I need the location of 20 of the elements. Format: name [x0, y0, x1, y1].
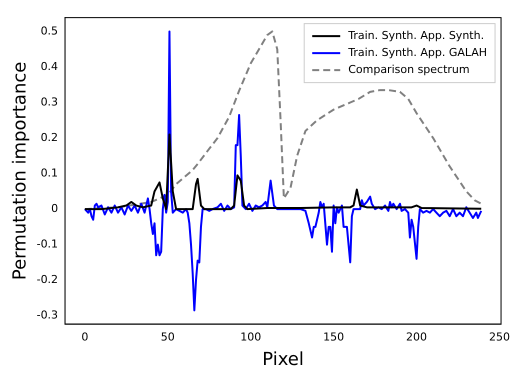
x-tick-label: 250: [488, 330, 510, 344]
y-tick-label: 0.3: [40, 95, 58, 108]
legend-label: Train. Synth. App. GALAH: [347, 46, 488, 59]
y-axis-title: Permutation importance: [9, 62, 30, 280]
x-tick-label: 200: [406, 330, 428, 344]
y-tick-label: 0: [51, 202, 58, 215]
x-tick-label: 50: [160, 330, 175, 344]
y-tick-label: -0.1: [36, 237, 58, 250]
x-axis-title: Pixel: [262, 348, 304, 370]
x-tick-label: 150: [323, 330, 344, 344]
y-tick-label: -0.3: [36, 308, 58, 322]
y-tick-label: 0.1: [40, 166, 58, 180]
y-tick-label: -0.2: [36, 273, 58, 286]
y-tick-label: 0.4: [40, 60, 58, 73]
x-tick-label: 100: [240, 330, 262, 344]
x-tick-label: 0: [81, 330, 88, 344]
legend-label: Train. Synth. App. Synth.: [347, 28, 484, 42]
y-tick-label: 0.5: [40, 24, 58, 38]
y-tick-label: 0.2: [40, 130, 58, 144]
legend-label: Comparison spectrum: [348, 62, 470, 76]
